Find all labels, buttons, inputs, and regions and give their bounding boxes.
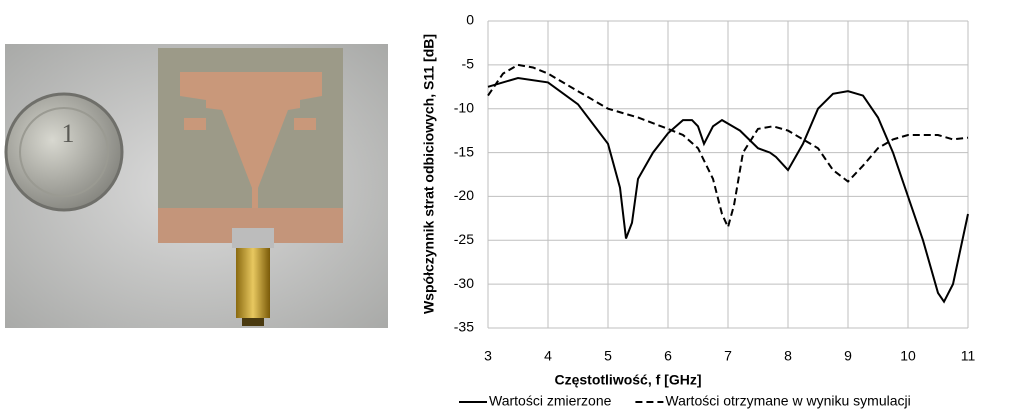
y-tick-label: -5 (462, 56, 475, 72)
x-tick-label: 11 (961, 348, 976, 364)
x-tick-label: 8 (784, 348, 792, 364)
x-tick-label: 5 (604, 348, 612, 364)
y-tick-label: -35 (454, 319, 474, 335)
x-tick-label: 3 (484, 348, 492, 364)
chart: Częstotliwość, f [GHz] Współczynnik stra… (421, 12, 976, 409)
y-tick-label: -15 (454, 143, 474, 159)
series-line (487, 63, 969, 231)
photo: 1 (4, 44, 388, 328)
legend-label: Wartości otrzymane w wyniku symulacji (665, 393, 910, 409)
x-tick-label: 10 (900, 348, 916, 364)
y-tick-label: 0 (466, 12, 474, 28)
y-tick-label: -25 (454, 231, 474, 247)
x-tick-label: 6 (664, 348, 672, 364)
legend-label: Wartości zmierzone (489, 393, 612, 409)
x-tick-label: 9 (844, 348, 852, 364)
y-tick-label: -10 (454, 99, 474, 115)
x-tick-label: 4 (544, 348, 552, 364)
svg-text:1: 1 (62, 119, 75, 148)
y-axis-label: Współczynnik strat odbiciowych, S11 [dB] (421, 34, 437, 314)
y-tick-label: -30 (454, 275, 474, 291)
x-axis-label: Częstotliwość, f [GHz] (554, 372, 701, 388)
y-tick-label: -20 (454, 187, 474, 203)
series-line (487, 76, 969, 304)
x-tick-label: 7 (724, 348, 732, 364)
